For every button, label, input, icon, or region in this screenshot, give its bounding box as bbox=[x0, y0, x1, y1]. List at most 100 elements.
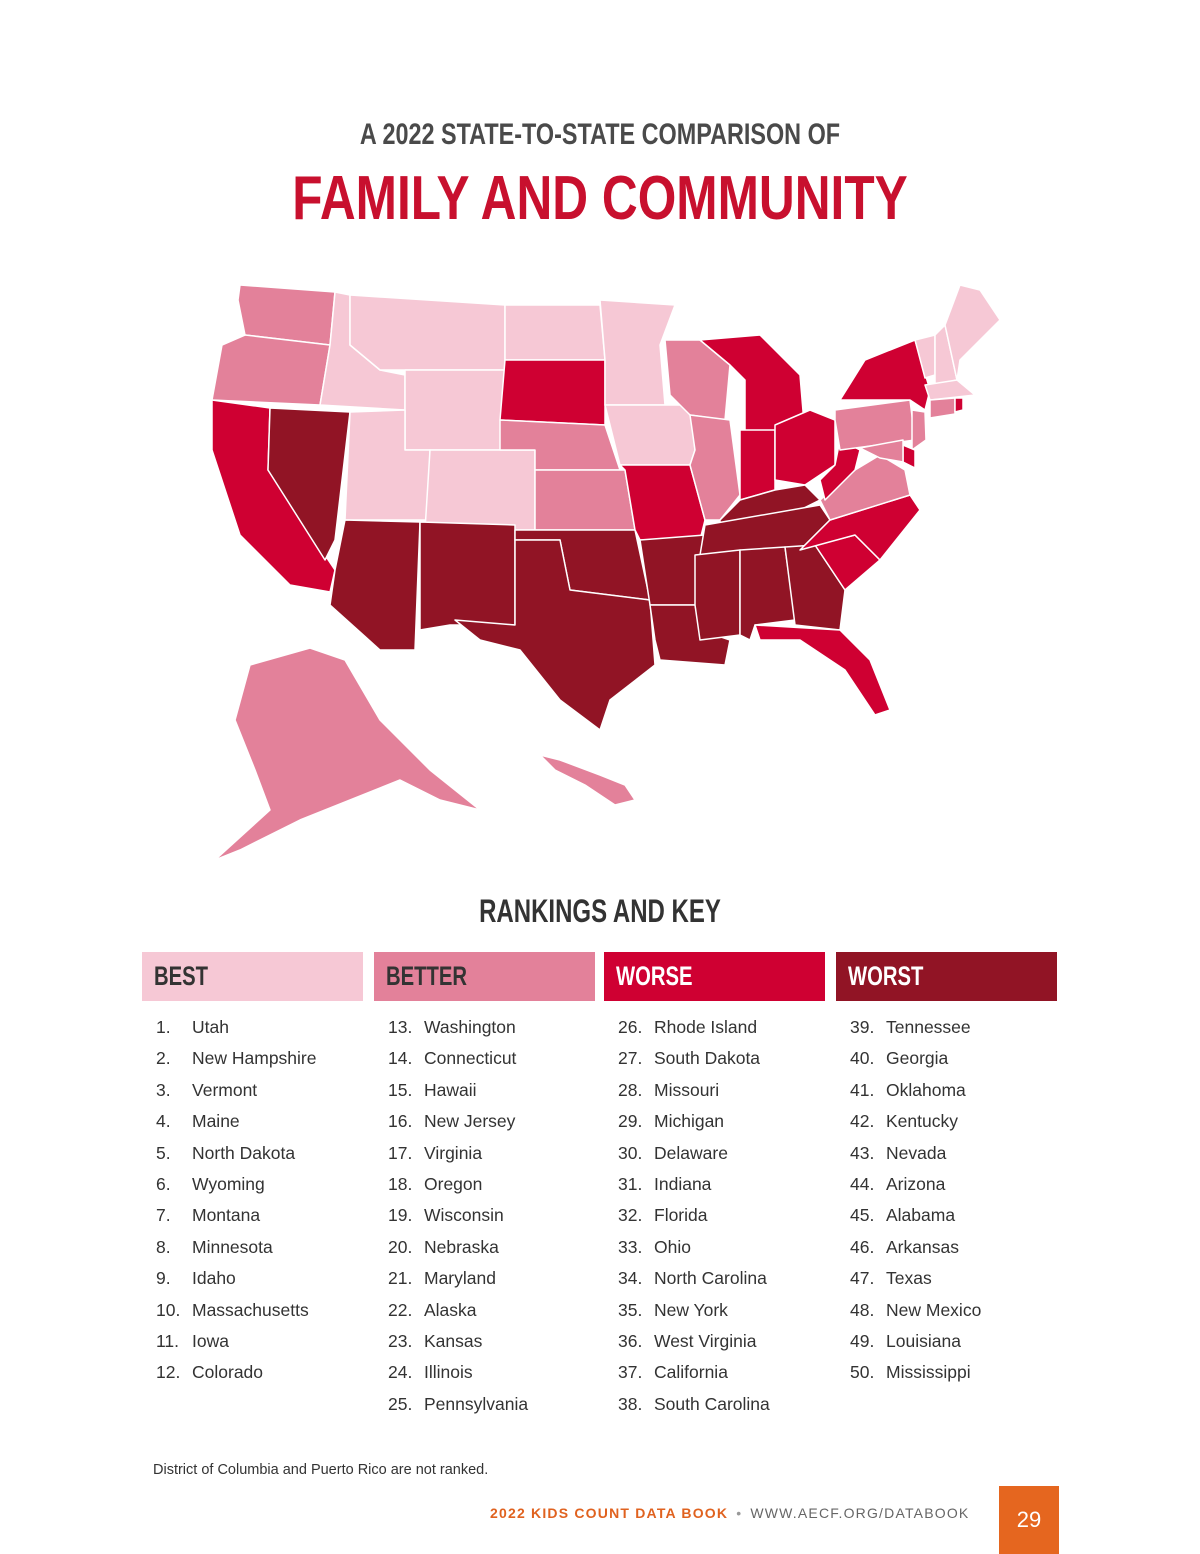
rank-number: 7. bbox=[156, 1205, 171, 1226]
rank-row: 2. New Hampshire bbox=[142, 1048, 363, 1079]
state-name: Iowa bbox=[192, 1330, 229, 1351]
rank-number: 38. bbox=[618, 1393, 643, 1414]
rank-number: 45. bbox=[850, 1205, 875, 1226]
rank-row: 33. Ohio bbox=[604, 1237, 825, 1268]
rank-row: 42. Kentucky bbox=[836, 1111, 1057, 1142]
state-texas bbox=[454, 539, 656, 731]
rank-row: 23. Kansas bbox=[374, 1331, 595, 1362]
state-name: Louisiana bbox=[886, 1330, 961, 1351]
rank-number: 36. bbox=[618, 1330, 643, 1351]
rank-group-worse: WORSE 26. Rhode Island 27. South Dakota 28. Mi… bbox=[604, 952, 825, 1425]
state-name: Minnesota bbox=[192, 1236, 273, 1257]
rank-row: 29. Michigan bbox=[604, 1111, 825, 1142]
state-iowa bbox=[604, 404, 696, 466]
rank-number: 13. bbox=[388, 1017, 413, 1037]
state-new-jersey bbox=[911, 409, 927, 451]
rank-row: 10. Massachusetts bbox=[142, 1300, 363, 1331]
rank-number: 14. bbox=[388, 1048, 413, 1069]
rank-row: 25. Pennsylvania bbox=[374, 1394, 595, 1425]
state-name: Kansas bbox=[424, 1330, 483, 1351]
rank-row: 1. Utah bbox=[142, 1017, 363, 1048]
rank-row: 32. Florida bbox=[604, 1205, 825, 1236]
rank-number: 42. bbox=[850, 1111, 875, 1132]
rank-row: 20. Nebraska bbox=[374, 1237, 595, 1268]
rank-number: 47. bbox=[850, 1268, 875, 1289]
state-name: Connecticut bbox=[424, 1048, 517, 1069]
rank-number: 49. bbox=[850, 1330, 875, 1351]
state-name: Wyoming bbox=[192, 1173, 265, 1194]
rank-row: 19. Wisconsin bbox=[374, 1205, 595, 1236]
state-nevada bbox=[267, 407, 351, 561]
rank-number: 32. bbox=[618, 1205, 643, 1226]
state-name: Tennessee bbox=[886, 1017, 971, 1037]
state-name: California bbox=[654, 1362, 728, 1383]
state-hawaii bbox=[539, 754, 636, 806]
rank-row: 8. Minnesota bbox=[142, 1237, 363, 1268]
state-name: West Virginia bbox=[654, 1330, 757, 1351]
state-massachusetts bbox=[924, 379, 976, 401]
state-maryland bbox=[859, 439, 904, 463]
rank-number: 35. bbox=[618, 1299, 643, 1320]
state-name: South Carolina bbox=[654, 1393, 770, 1414]
rank-number: 29. bbox=[618, 1111, 643, 1132]
state-name: Georgia bbox=[886, 1048, 949, 1069]
state-maine bbox=[944, 284, 1001, 381]
state-arizona bbox=[329, 519, 421, 651]
rank-row: 18. Oregon bbox=[374, 1174, 595, 1205]
state-name: Oklahoma bbox=[886, 1079, 966, 1100]
state-name: Ohio bbox=[654, 1236, 691, 1257]
state-name: Nevada bbox=[886, 1142, 947, 1163]
rank-number: 4. bbox=[156, 1111, 171, 1132]
rank-number: 12. bbox=[156, 1362, 181, 1383]
rank-row: 31. Indiana bbox=[604, 1174, 825, 1205]
rank-row: 26. Rhode Island bbox=[604, 1017, 825, 1048]
state-mississippi bbox=[694, 549, 741, 641]
rank-group-label: WORST bbox=[848, 961, 924, 991]
rank-row: 30. Delaware bbox=[604, 1143, 825, 1174]
rank-row: 27. South Dakota bbox=[604, 1048, 825, 1079]
rank-number: 6. bbox=[156, 1173, 171, 1194]
state-name: Delaware bbox=[654, 1142, 728, 1163]
rank-number: 21. bbox=[388, 1268, 413, 1289]
state-delaware bbox=[902, 444, 916, 469]
state-wyoming bbox=[404, 369, 506, 451]
rank-number: 22. bbox=[388, 1299, 413, 1320]
rank-row: 43. Nevada bbox=[836, 1143, 1057, 1174]
page-number: 29 bbox=[999, 1486, 1059, 1554]
rank-number: 34. bbox=[618, 1268, 643, 1289]
rank-row: 46. Arkansas bbox=[836, 1237, 1057, 1268]
state-colorado bbox=[424, 449, 536, 531]
state-name: Maine bbox=[192, 1111, 240, 1132]
state-name: Utah bbox=[192, 1017, 229, 1037]
rank-number: 50. bbox=[850, 1362, 875, 1383]
state-name: Idaho bbox=[192, 1268, 236, 1289]
state-south-dakota bbox=[499, 359, 606, 426]
rank-number: 19. bbox=[388, 1205, 413, 1226]
footer-url[interactable]: WWW.AECF.ORG/DATABOOK bbox=[750, 1505, 970, 1521]
rank-number: 28. bbox=[618, 1079, 643, 1100]
state-florida bbox=[754, 624, 891, 716]
rank-number: 48. bbox=[850, 1299, 875, 1320]
rank-group-label: BEST bbox=[154, 961, 209, 991]
rank-row: 3. Vermont bbox=[142, 1080, 363, 1111]
rank-number: 10. bbox=[156, 1299, 181, 1320]
state-name: Mississippi bbox=[886, 1362, 971, 1383]
rank-row: 11. Iowa bbox=[142, 1331, 363, 1362]
rank-number: 26. bbox=[618, 1017, 643, 1037]
state-name: Rhode Island bbox=[654, 1017, 758, 1037]
rank-row: 24. Illinois bbox=[374, 1362, 595, 1393]
rank-row: 14. Connecticut bbox=[374, 1048, 595, 1079]
state-name: Florida bbox=[654, 1205, 708, 1226]
state-name: Montana bbox=[192, 1205, 261, 1226]
state-name: New Hampshire bbox=[192, 1048, 317, 1069]
rank-group-header: BEST bbox=[142, 952, 363, 1001]
rank-number: 1. bbox=[156, 1017, 171, 1037]
rank-group-label: WORSE bbox=[616, 961, 693, 991]
rank-number: 20. bbox=[388, 1236, 413, 1257]
page-title: FAMILY AND COMMUNITY bbox=[292, 164, 908, 233]
state-montana bbox=[349, 294, 506, 371]
state-name: Oregon bbox=[424, 1173, 483, 1194]
state-name: Arkansas bbox=[886, 1236, 959, 1257]
rank-row: 48. New Mexico bbox=[836, 1300, 1057, 1331]
rank-number: 15. bbox=[388, 1079, 413, 1100]
